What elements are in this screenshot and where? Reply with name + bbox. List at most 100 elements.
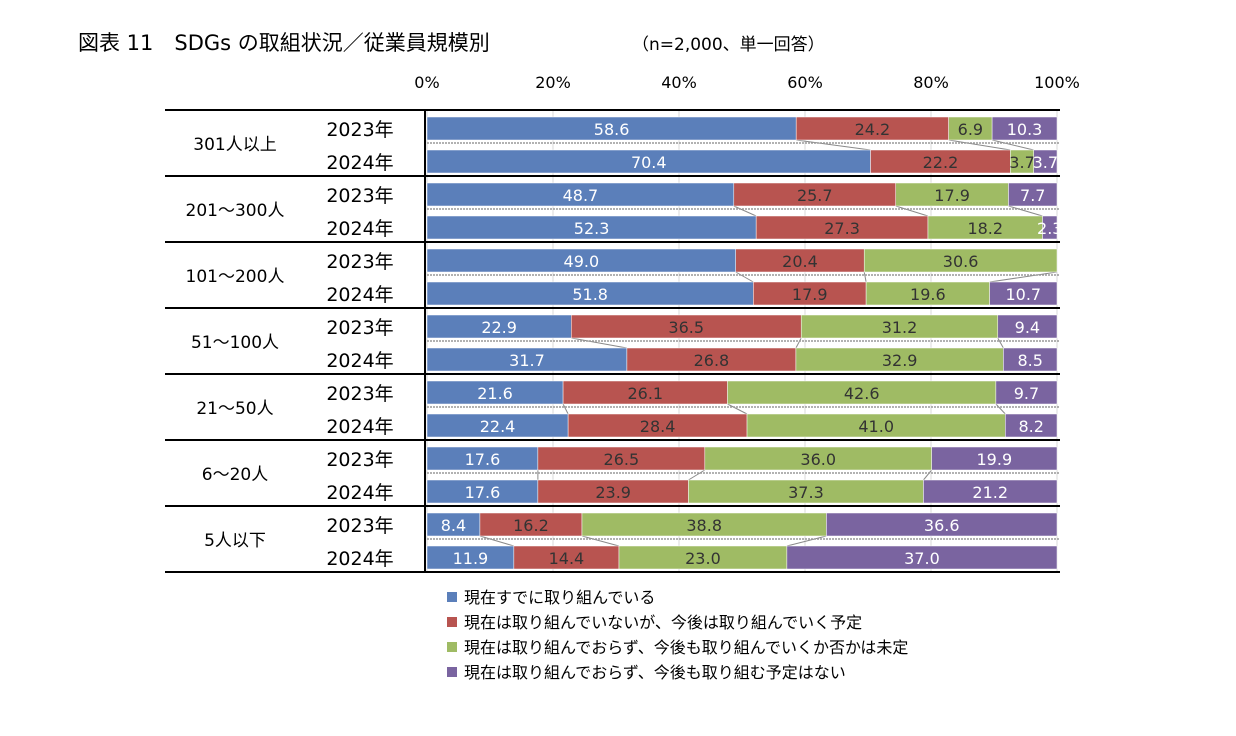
category-label: 201～300人 [186, 201, 285, 221]
data-label: 36.5 [668, 318, 704, 337]
data-label: 24.2 [855, 120, 891, 139]
data-label: 19.9 [977, 450, 1013, 469]
bar-segment [863, 248, 1058, 273]
data-label: 26.8 [694, 351, 730, 370]
category-label: 5人以下 [204, 531, 266, 551]
year-label: 2024年 [326, 284, 393, 306]
chart-title: 図表 11 SDGs の取組状況／従業員規模別 [78, 31, 490, 55]
data-label: 19.6 [910, 285, 946, 304]
legend-swatch [447, 592, 457, 602]
connector-line [727, 403, 748, 415]
bar-segment [1008, 182, 1058, 207]
connector-line [735, 271, 754, 283]
data-label: 8.5 [1017, 351, 1042, 370]
category-label: 6～20人 [202, 465, 268, 485]
legend-swatch [447, 617, 457, 627]
data-label: 32.9 [882, 351, 918, 370]
data-label: 37.3 [788, 483, 824, 502]
legend: 現在すでに取り組んでいる現在は取り組んでいないが、今後は取り組んでいく予定現在は… [447, 588, 908, 682]
connector-line [989, 271, 1058, 283]
year-label: 2023年 [326, 185, 393, 207]
bar-segment [1042, 215, 1058, 240]
bar-segment [989, 281, 1058, 306]
connector-line [795, 337, 802, 349]
bar-segment [923, 479, 1058, 504]
year-label: 2024年 [326, 416, 393, 438]
data-label: 23.0 [685, 549, 721, 568]
data-label: 52.3 [574, 219, 610, 238]
data-label: 38.8 [686, 516, 722, 535]
data-label: 16.2 [513, 516, 549, 535]
year-label: 2023年 [326, 317, 393, 339]
data-label: 11.9 [453, 549, 489, 568]
connector-line [997, 337, 1004, 349]
bar-segment [997, 314, 1058, 339]
data-label: 9.4 [1015, 318, 1040, 337]
bar-segment [786, 545, 1058, 570]
connector-line [1008, 205, 1043, 217]
data-label: 42.6 [844, 384, 880, 403]
bar-segment [991, 116, 1058, 141]
connector-line [581, 535, 620, 547]
x-tick-label: 40% [661, 73, 697, 92]
bar-segment [1033, 149, 1058, 174]
legend-swatch [447, 667, 457, 677]
data-label: 2.3 [1037, 219, 1062, 238]
data-label: 3.7 [1009, 153, 1034, 172]
data-label: 70.4 [631, 153, 667, 172]
data-label: 37.0 [904, 549, 940, 568]
year-label: 2024年 [326, 152, 393, 174]
connector-line [562, 403, 569, 415]
data-label: 48.7 [563, 186, 599, 205]
category-table: 301人以上 2023年 2024年 201～300人 2023年 2024年 101～20… [165, 109, 1060, 573]
data-label: 17.9 [934, 186, 970, 205]
x-tick-label: 80% [913, 73, 949, 92]
year-label: 2024年 [326, 350, 393, 372]
data-label: 3.7 [1033, 153, 1058, 172]
data-label: 20.4 [782, 252, 818, 271]
connector-line [733, 205, 757, 217]
data-label: 17.6 [465, 450, 501, 469]
connector-line [479, 535, 515, 547]
data-label: 17.6 [465, 483, 501, 502]
data-label: 7.7 [1020, 186, 1045, 205]
bar-segment [1005, 413, 1058, 438]
year-label: 2023年 [326, 119, 393, 141]
data-label: 51.8 [572, 285, 608, 304]
bars: 58.6 24.2 6.9 10.3 70.4 22.2 3.73.7 48.7 25.7 17.… [426, 116, 1062, 570]
year-label: 2024年 [326, 482, 393, 504]
data-label: 27.3 [824, 219, 860, 238]
year-label: 2023年 [326, 251, 393, 273]
data-label: 22.9 [481, 318, 517, 337]
connector-line [786, 535, 827, 547]
category-label: 301人以上 [193, 135, 276, 155]
data-label: 31.2 [882, 318, 918, 337]
x-tick-label: 60% [787, 73, 823, 92]
legend-label: 現在は取り組んでおらず、今後も取り組む予定はない [464, 663, 846, 682]
data-label: 10.3 [1007, 120, 1043, 139]
connector-line [948, 139, 1011, 151]
data-label: 41.0 [858, 417, 894, 436]
x-axis-ticks: 0% 20% 40% 60% 80% 100% [414, 73, 1080, 92]
legend-label: 現在は取り組んでいないが、今後は取り組んでいく予定 [464, 613, 862, 632]
category-label: 101～200人 [186, 267, 285, 287]
connector-line [863, 271, 867, 283]
data-label: 14.4 [549, 549, 585, 568]
connector-line [688, 469, 706, 481]
bar-segment [1003, 347, 1058, 372]
year-label: 2023年 [326, 383, 393, 405]
bar-segment [995, 380, 1058, 405]
legend-swatch [447, 642, 457, 652]
chart-subtitle: （n=2,000、単一回答） [632, 35, 825, 55]
data-label: 22.2 [923, 153, 959, 172]
year-label: 2023年 [326, 449, 393, 471]
legend-label: 現在は取り組んでおらず、今後も取り組んでいくか否かは未定 [464, 638, 908, 657]
connector-line [923, 469, 933, 481]
data-label: 10.7 [1005, 285, 1041, 304]
data-label: 21.6 [477, 384, 513, 403]
connector-line [991, 139, 1034, 151]
data-label: 8.4 [441, 516, 466, 535]
data-label: 26.5 [604, 450, 640, 469]
bar-segment [826, 512, 1058, 537]
